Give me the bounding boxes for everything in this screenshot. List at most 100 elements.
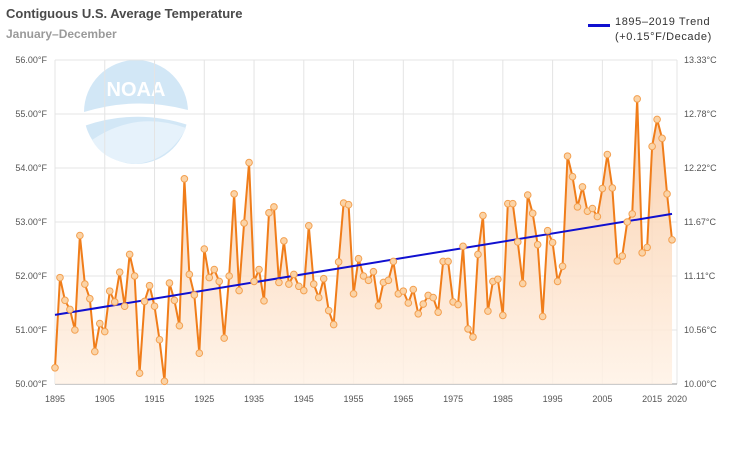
data-point [434, 308, 442, 316]
data-point [300, 286, 308, 295]
data-point [51, 364, 59, 372]
data-point [508, 199, 517, 208]
data-point [663, 190, 671, 198]
data-point [180, 175, 189, 183]
data-point [100, 327, 109, 336]
data-point [364, 276, 373, 285]
legend-trend-label: 1895–2019 Trend (+0.15°F/Decade) [615, 15, 712, 45]
data-point [469, 333, 477, 341]
data-point [150, 302, 159, 311]
data-point [165, 279, 174, 287]
data-point [295, 282, 303, 291]
data-point [389, 257, 398, 266]
data-point [66, 305, 74, 314]
data-point [290, 270, 298, 279]
x-tick-label: 1925 [194, 394, 214, 404]
data-point [215, 277, 224, 286]
data-point [494, 275, 502, 284]
data-point [76, 231, 84, 240]
data-point [125, 250, 134, 259]
data-point [319, 274, 328, 283]
y-tick-label-f: 51.00°F [15, 325, 47, 335]
data-point [603, 150, 612, 159]
y-tick-label-f: 54.00°F [15, 163, 47, 173]
y-tick-label-f: 50.00°F [15, 379, 47, 389]
data-point [324, 306, 333, 315]
data-point [240, 219, 248, 227]
data-point [354, 254, 363, 263]
data-point [593, 212, 602, 221]
x-tick-label: 1945 [294, 394, 314, 404]
data-point [155, 335, 164, 344]
data-point [474, 250, 482, 259]
data-point [309, 280, 318, 288]
area-fill [55, 98, 673, 384]
y-tick-label-f: 53.00°F [15, 217, 47, 227]
data-point [105, 287, 114, 295]
data-point [110, 298, 119, 306]
trend-line-path [54, 212, 673, 316]
x-tick-label: 2005 [592, 394, 612, 404]
data-point [513, 238, 522, 246]
data-point [280, 237, 288, 245]
x-tick-label: 2020 [667, 394, 687, 404]
data-point [548, 238, 557, 247]
data-point [528, 209, 537, 218]
data-point [643, 243, 651, 252]
x-tick-label: 1955 [344, 394, 364, 404]
chart-title: Contiguous U.S. Average Temperature [6, 6, 243, 21]
data-point [359, 272, 368, 280]
data-point [230, 190, 238, 198]
data-point [648, 142, 656, 151]
data-points [51, 95, 676, 386]
data-point [91, 347, 99, 356]
x-tick-label: 1985 [493, 394, 513, 404]
data-point [653, 115, 661, 124]
data-point [479, 211, 487, 220]
data-point [344, 200, 353, 209]
data-point [533, 240, 542, 249]
data-point [160, 377, 169, 386]
data-point [613, 257, 622, 265]
data-point [668, 236, 676, 244]
data-point [265, 209, 273, 217]
data-point [329, 320, 338, 329]
data-point [484, 307, 492, 315]
x-tick-label: 1935 [244, 394, 264, 404]
x-tick-label: 1915 [145, 394, 165, 404]
data-point [115, 268, 124, 277]
data-point [71, 326, 79, 334]
data-point [349, 290, 358, 298]
data-point [270, 203, 278, 211]
x-axis: 1895 1905 1915 1925 1935 1945 1955 1965 1975 1985… [45, 394, 687, 404]
data-point [578, 183, 587, 191]
data-point [523, 191, 532, 199]
data-point [419, 300, 428, 308]
data-point [409, 285, 418, 294]
data-point [260, 297, 268, 305]
data-point [95, 319, 104, 328]
data-point [250, 277, 258, 286]
trend-line [54, 212, 673, 316]
data-point [314, 293, 323, 302]
data-point [384, 276, 393, 285]
x-tick-label: 1895 [45, 394, 65, 404]
data-point [628, 210, 637, 218]
data-point [444, 257, 452, 266]
data-point [623, 218, 632, 226]
data-point [568, 172, 577, 181]
data-point [285, 280, 293, 288]
y-tick-label-c: 11.11°C [684, 271, 716, 281]
data-point [464, 325, 472, 333]
data-point [81, 280, 89, 288]
x-tick-label: 2015 [642, 394, 662, 404]
data-point [220, 334, 228, 342]
data-point [563, 152, 572, 160]
data-point [190, 291, 199, 299]
data-point [374, 301, 383, 310]
data-point [414, 310, 423, 318]
x-tick-label: 1995 [543, 394, 563, 404]
data-point [588, 204, 597, 213]
data-point [255, 265, 263, 274]
